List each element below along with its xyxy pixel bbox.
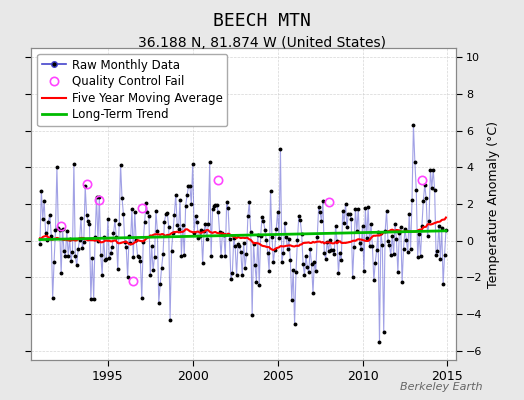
Text: Berkeley Earth: Berkeley Earth — [400, 382, 482, 392]
Legend: Raw Monthly Data, Quality Control Fail, Five Year Moving Average, Long-Term Tren: Raw Monthly Data, Quality Control Fail, … — [37, 54, 227, 126]
Text: BEECH MTN: BEECH MTN — [213, 12, 311, 30]
Y-axis label: Temperature Anomaly (°C): Temperature Anomaly (°C) — [487, 120, 500, 288]
Text: 36.188 N, 81.874 W (United States): 36.188 N, 81.874 W (United States) — [138, 36, 386, 50]
